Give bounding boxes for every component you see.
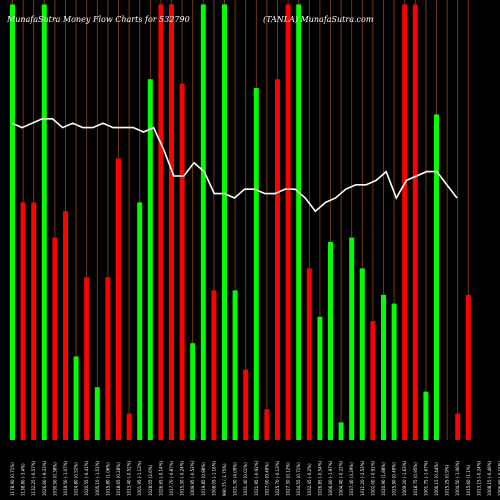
bar (31, 202, 37, 440)
x-tick-label: 1019.50 (-1.07%) (63, 460, 68, 496)
bar (158, 4, 164, 441)
x-tick-label: 1006.60 (-1.97%) (328, 460, 333, 496)
bar (232, 290, 238, 440)
x-tick-label: 1132.25 (-0.57%) (31, 460, 36, 496)
bar (349, 237, 355, 440)
bar (52, 237, 58, 440)
x-tick-label: 1025.90 (0.49%) (392, 462, 397, 496)
x-tick-label: 1006.60 (-0.15%) (498, 460, 500, 496)
x-tick-label: 1015.30 (-0.24%) (180, 460, 185, 496)
bars (10, 4, 471, 441)
x-tick-label: 1024.80 (0.52%) (74, 462, 79, 496)
x-tick-labels: 1178.90 (0.71%) 1138.80 (-3.4%) 1132.25 (-… (10, 460, 500, 496)
x-tick-label: 1021.95 (-0.92%) (254, 460, 259, 496)
x-tick-label: 1019.85 (0.98%) (201, 462, 206, 496)
money-flow-line-layer (11, 118, 458, 213)
x-tick-label: 1031.30 (4.09%) (233, 462, 238, 496)
bar (412, 4, 418, 441)
chart-title-right: (TANLA) MunafaSutra.com (263, 15, 374, 24)
bar (94, 387, 100, 440)
x-tick-label: 1008.15 (-0.49%) (487, 460, 492, 496)
x-tick-label: 1018.65 (0.28%) (116, 462, 121, 496)
x-tick-label: 1017.70 (-0.87%) (169, 460, 174, 496)
bar (126, 413, 132, 440)
x-tick-label: 1015.60 (1.1%) (466, 464, 471, 496)
money-flow-line (11, 118, 458, 213)
bar (105, 277, 111, 440)
bar (423, 391, 429, 440)
x-tick-label: 1002.00 (-0.91%) (370, 460, 375, 496)
bar (264, 409, 270, 440)
x-tick-label: 1009.95 (-0.53%) (190, 460, 195, 496)
bar (338, 422, 344, 440)
x-tick-label: 1020.90 (1.88%) (381, 462, 386, 496)
bar (116, 158, 121, 440)
x-tick-label: 1178.90 (0.71%) (10, 462, 15, 496)
bar (137, 202, 143, 440)
bar (147, 79, 153, 440)
x-tick-label: 1004.40 (-0.22%) (339, 460, 344, 496)
x-tick-label: 1009.20 (-1.63%) (402, 460, 407, 496)
bar (20, 202, 26, 440)
bar (328, 242, 333, 440)
bar (391, 303, 397, 440)
bar (381, 294, 386, 440)
x-tick-label: 1015.80 (1.06%) (105, 462, 110, 496)
bar (253, 88, 259, 440)
bar (465, 294, 471, 440)
bar (222, 4, 227, 441)
bar (434, 114, 439, 441)
bar (317, 316, 323, 440)
x-tick-label: 1025.70 (-0.13%) (275, 460, 280, 496)
bar (243, 369, 249, 440)
bar (179, 83, 185, 440)
x-tick-label: 1001.95 (-1.13%) (137, 460, 142, 496)
bar (402, 4, 408, 441)
x-tick-label: 1004.50 (-1.06%) (455, 460, 460, 496)
x-tick-label: 1028.05 (2.6%) (148, 464, 153, 496)
x-tick-label: 1015.25 (0.9%) (445, 464, 450, 496)
x-tick-label: 1018.75 (0.95%) (413, 462, 418, 496)
x-tick-label: 1138.80 (-3.4%) (21, 463, 26, 496)
x-tick-label: 1037.40 (3.29%) (349, 462, 354, 496)
x-tick-label: 1026.60 (-9.33%) (42, 460, 47, 496)
x-tick-label: 1026.65 (-0.14%) (158, 460, 163, 496)
x-tick-label: 1027.00 (0.49%) (264, 462, 269, 496)
x-tick-label: 1031.40 (0.01%) (243, 462, 248, 496)
x-tick-label: 990.75 (-1.75%) (222, 463, 227, 496)
x-tick-label: 1001.75 (-1.67%) (423, 460, 428, 496)
x-tick-label: 1005.10 (-1.51%) (95, 460, 100, 496)
x-tick-label: 1011.20 (-2.53%) (360, 460, 365, 496)
x-tick-label: 1013.15 (-0.24%) (476, 460, 481, 496)
x-tick-label: 1020.55 (-0.41%) (84, 460, 89, 496)
bar (41, 4, 47, 441)
x-tick-label: 1006.15 (0.44%) (434, 462, 439, 496)
bar (275, 79, 280, 440)
bar (211, 290, 217, 440)
x-tick-label: 1013.40 (-0.52%) (127, 460, 132, 496)
bar (73, 356, 79, 440)
bar (63, 211, 68, 440)
bar (455, 413, 461, 440)
bar (359, 268, 365, 440)
bar (370, 321, 376, 440)
bar (169, 4, 174, 441)
x-tick-label: 1027.30 (0.12%) (286, 462, 291, 496)
x-tick-label: 1026.85 (-0.54%) (317, 460, 322, 496)
x-tick-label: 1008.05 (-1.16%) (211, 460, 216, 496)
bar (10, 4, 15, 441)
bar (296, 4, 302, 441)
bar (200, 4, 206, 441)
chart-title-left: MunafaSutra Money Flow Charts for 532790 (6, 15, 190, 24)
bar (84, 277, 90, 440)
bar (190, 343, 196, 440)
bar (306, 268, 312, 440)
x-tick-label: 1030.50 (0.38%) (52, 462, 57, 496)
bar (285, 4, 291, 441)
x-tick-label: 1032.45 (-0.2%) (307, 463, 312, 496)
x-tick-label: 1034.55 (0.71%) (296, 462, 301, 496)
